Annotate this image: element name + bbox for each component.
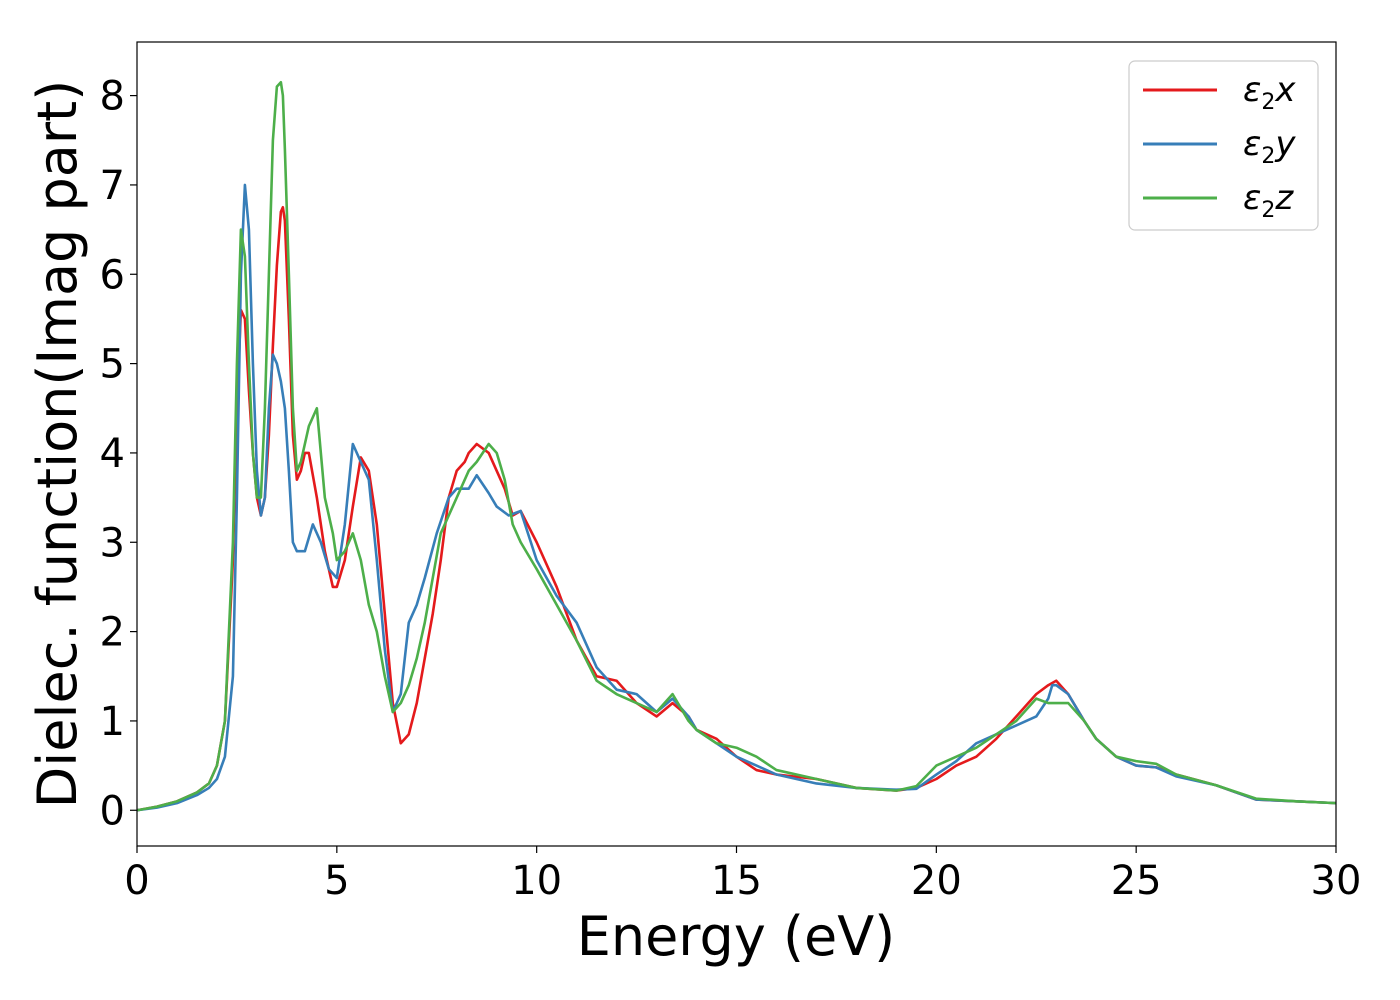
y-tick-label: 4 (100, 431, 125, 477)
x-tick-label: 15 (711, 858, 762, 904)
y-tick-label: 7 (100, 163, 125, 209)
legend-label-subscript: 2 (1261, 198, 1275, 223)
legend-label-base: ε (1243, 124, 1261, 164)
legend-label-z: ε2z (1243, 178, 1294, 223)
x-axis-title: Energy (eV) (577, 905, 896, 968)
legend-label-subscript: 2 (1261, 90, 1275, 115)
legend-box (1128, 60, 1319, 231)
legend-label-var: y (1274, 124, 1296, 164)
legend-label-subscript: 2 (1261, 144, 1275, 169)
x-tick-label: 10 (511, 858, 562, 904)
y-tick-label: 1 (100, 699, 125, 745)
y-tick-label: 0 (100, 788, 125, 834)
y-tick-label: 8 (100, 74, 125, 120)
series-layer (137, 80, 1336, 812)
x-tick-label: 20 (911, 858, 962, 904)
y-axis-title: Dielec. function(Imag part) (26, 80, 89, 809)
y-tick-label: 3 (100, 520, 125, 566)
x-tick-label: 0 (124, 858, 149, 904)
series-line-z (137, 80, 1336, 812)
y-tick-label: 6 (100, 252, 125, 298)
x-axis-ticks: 0 5 10 15 20 25 30 (124, 846, 1361, 904)
x-tick-label: 30 (1311, 858, 1362, 904)
y-tick-label: 5 (100, 342, 125, 388)
legend-label-x: ε2x (1243, 70, 1296, 115)
legend-label-base: ε (1243, 178, 1261, 218)
y-tick-label: 2 (100, 610, 125, 656)
legend-label-base: ε (1243, 70, 1261, 110)
series-line-y (137, 183, 1336, 812)
x-tick-label: 5 (324, 858, 349, 904)
legend-label-var: z (1274, 178, 1294, 218)
legend-label-var: x (1274, 70, 1296, 110)
legend-label-y: ε2y (1243, 124, 1296, 169)
x-tick-label: 25 (1111, 858, 1162, 904)
y-axis-ticks: 0 1 2 3 4 5 6 7 8 (100, 74, 137, 834)
series-line-x (137, 205, 1336, 812)
